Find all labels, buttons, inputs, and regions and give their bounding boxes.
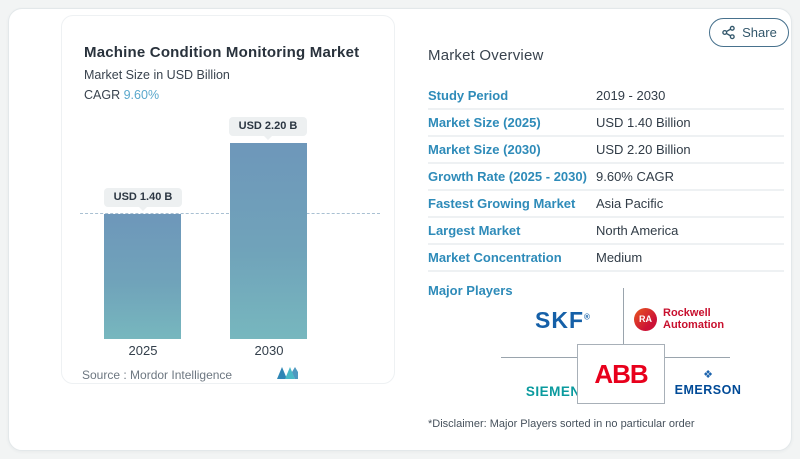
x-axis-label-2030: 2030 [254,343,284,358]
source-label: Source : [82,368,127,382]
bar-value-label-2025: USD 1.40 B [104,188,182,211]
abb-logo-box: ABB [577,344,665,404]
rockwell-line2: Automation [663,319,725,331]
report-card: Share Machine Condition Monitoring Marke… [8,8,792,451]
row-value: North America [596,223,679,238]
chart-subtitle: Market Size in USD Billion [84,68,230,82]
siemens-logo: SIEMENS [525,384,591,399]
skf-logo: SKF® [516,307,610,334]
skf-logo-text: SKF [535,307,585,333]
row-label: Largest Market [428,223,521,238]
chart-header: Machine Condition Monitoring Market Mark… [84,44,359,102]
bar-chart: USD 1.40 B USD 2.20 B [62,16,396,339]
rockwell-line1: Rockwell [663,307,711,319]
row-label: Growth Rate (2025 - 2030) [428,169,587,184]
row-value: Medium [596,250,643,265]
table-row-market-size-2025: Market Size (2025) USD 1.40 Billion [428,110,784,137]
chart-title: Machine Condition Monitoring Market [84,44,360,61]
table-row-growth-rate: Growth Rate (2025 - 2030) 9.60% CAGR [428,164,784,191]
cagr-label: CAGR [84,88,121,102]
row-value: USD 2.20 Billion [596,142,691,157]
rockwell-automation-logo: RA Rockwell Automation [634,307,724,331]
registered-mark-icon: ® [584,312,591,322]
rockwell-ra-badge-icon: RA [634,307,657,331]
emerson-logo: ❖ EMERSON [663,369,753,397]
row-label: Market Size (2025) [428,115,541,130]
emerson-knot-icon: ❖ [703,369,713,381]
share-icon [722,25,735,40]
major-players-section: Major Players SKF® RA Rockwell Automatio… [428,279,788,417]
table-row-study-period: Study Period 2019 - 2030 [428,83,784,110]
table-row-fastest-growing-market: Fastest Growing Market Asia Pacific [428,191,784,218]
abb-logo-text: ABB [594,358,648,389]
bar-value-label-2030: USD 2.20 B [229,117,307,140]
x-axis-label-2025: 2025 [128,343,158,358]
chart-panel: Machine Condition Monitoring Market Mark… [61,15,395,384]
row-value: USD 1.40 Billion [596,115,691,130]
row-label: Fastest Growing Market [428,196,576,211]
row-value: 9.60% CAGR [596,169,675,184]
mordor-intelligence-logo-icon [277,367,298,379]
chart-source: Source : Mordor Intelligence [82,368,232,382]
cagr-value: 9.60% [123,88,160,102]
source-value: Mordor Intelligence [130,368,233,382]
share-button[interactable]: Share [709,18,789,47]
major-players-label: Major Players [428,283,513,298]
rockwell-logo-text: Rockwell Automation [663,307,724,331]
row-label: Market Concentration [428,250,562,265]
overview-title: Market Overview [428,47,544,64]
bar-2030[interactable] [230,143,307,339]
table-row-market-concentration: Market Concentration Medium [428,245,784,272]
chart-cagr: CAGR 9.60% [84,88,359,102]
disclaimer-text: *Disclaimer: Major Players sorted in no … [428,418,695,430]
row-value: Asia Pacific [596,196,664,211]
players-divider-vertical [623,288,624,344]
share-button-label: Share [742,25,777,40]
table-row-largest-market: Largest Market North America [428,218,784,245]
row-label: Study Period [428,88,509,103]
bar-2025[interactable] [104,214,181,339]
overview-table: Study Period 2019 - 2030 Market Size (20… [428,83,784,272]
row-value: 2019 - 2030 [596,88,666,103]
row-label: Market Size (2030) [428,142,541,157]
emerson-logo-text: EMERSON [674,383,742,397]
table-row-market-size-2030: Market Size (2030) USD 2.20 Billion [428,137,784,164]
